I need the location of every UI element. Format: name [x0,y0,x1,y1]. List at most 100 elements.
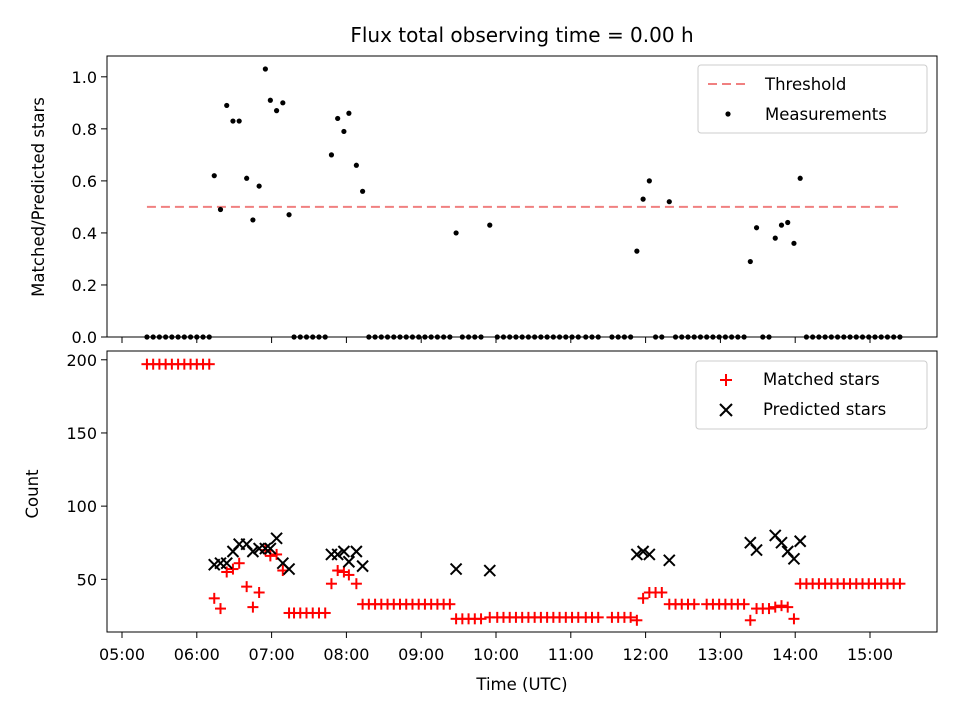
top-y-axis-label: Matched/Predicted stars [29,97,48,297]
x-tick-label: 12:00 [623,645,669,664]
measurement-point [211,173,217,179]
predicted-star-point [775,536,788,549]
measurement-point [634,248,640,254]
predicted-star-point [449,562,463,576]
legend-threshold-label: Threshold [764,75,846,94]
measurement-point [747,258,753,265]
matched-star-point [325,578,337,590]
matched-star-point [203,358,215,370]
measurement-legend-swatch [725,111,731,117]
top-panel: 0.0 0.2 0.4 0.6 0.8 1.0 Matched/Predicted sta… [29,55,938,347]
matched-star-point [788,613,800,625]
matched-star-point [775,600,787,612]
x-tick-label: 15:00 [847,645,893,664]
legend-predicted-label: Predicted stars [763,400,886,419]
predicted-star-point [483,564,496,577]
matched-star-point [592,611,604,623]
predicted-star-point [337,545,351,558]
matched-star-point [625,611,637,623]
legend-measurements-label: Measurements [765,105,887,124]
y-tick-label: 1.0 [72,68,97,87]
predicted-star-point [750,543,763,557]
measurement-point [353,162,359,168]
matched-star-point [208,592,220,604]
measurement-point [640,196,646,202]
matched-star-point [894,578,906,590]
x-tick-label: 05:00 [99,645,145,664]
measurement-point [256,183,262,189]
measurement-point [666,199,672,205]
bottom-panel: 50 100 150 200 05:00 06:00 07:00 08:00 09:00 10:… [23,350,938,694]
matched-star-point [227,563,239,575]
predicted-legend-swatch [719,403,733,417]
measurement-point [778,222,785,228]
measurement-point [286,212,292,218]
measurement-point [772,235,778,241]
predicted-star-point [636,545,650,558]
x-tick-label: 09:00 [398,645,444,664]
measurement-point [244,175,250,181]
measurement-point [341,128,347,135]
chart-title: Flux total observing time = 0.00 h [350,23,693,47]
matched-star-point [343,569,355,581]
y-tick-label: 150 [66,424,97,443]
y-tick-label: 50 [77,570,97,589]
bottom-legend: Matched stars Predicted stars [695,360,928,430]
matched-star-point [350,578,362,590]
measurement-point [785,219,791,226]
predicted-star-point [282,562,296,576]
matched-star-point [233,557,245,569]
y-tick-label: 0.8 [72,120,97,139]
y-tick-label: 100 [66,497,97,516]
measurement-point [753,225,760,231]
y-tick-label: 0.4 [72,224,97,243]
measurement-point [791,240,797,246]
predicted-star-point [356,559,369,573]
top-y-ticks: 0.0 0.2 0.4 0.6 0.8 1.0 [72,68,107,347]
matched-star-point [656,586,668,598]
bottom-axes-frame [106,350,938,633]
x-tick-label: 07:00 [249,645,295,664]
matched-star-point [214,603,226,615]
x-tick-label: 11:00 [548,645,594,664]
matched-star-point [221,566,233,578]
y-tick-label: 200 [66,351,97,370]
matched-stars-points [141,358,906,626]
measurement-point [487,222,493,228]
measurement-point [346,110,352,116]
x-tick-label: 14:00 [772,645,818,664]
predicted-star-point [270,532,283,545]
matched-star-point [637,592,649,604]
matched-star-point [738,598,750,610]
y-tick-label: 0.6 [72,172,97,191]
measurement-point [267,97,273,103]
y-tick-label: 0.0 [72,328,97,347]
predicted-star-point [793,535,807,548]
matched-star-point [763,603,775,615]
measurement-point [797,175,803,181]
predicted-star-point [342,555,356,568]
matched-star-point [631,614,643,626]
top-axes-frame [106,55,938,338]
bottom-y-ticks: 50 100 150 200 [66,351,107,589]
bottom-x-ticks: 05:00 06:00 07:00 08:00 09:00 10:00 11:00 12:00… [99,632,893,664]
measurement-point [224,102,230,109]
predicted-star-point [246,545,260,558]
predicted-star-point [630,548,644,561]
matched-star-point [241,581,253,593]
matched-star-point [782,601,794,613]
matched-star-point [744,614,756,626]
measurement-point [236,118,242,124]
matched-star-point [332,565,344,577]
top-legend: Threshold Measurements [697,64,928,134]
predicted-star-point [787,552,801,566]
measurement-point [280,100,286,106]
measurement-point [230,118,236,124]
matched-legend-swatch [720,374,732,386]
predicted-star-point [220,557,233,570]
measurement-point [262,66,268,72]
legend-matched-label: Matched stars [763,370,880,389]
bottom-y-axis-label: Count [23,469,42,519]
matched-star-point [247,601,259,613]
